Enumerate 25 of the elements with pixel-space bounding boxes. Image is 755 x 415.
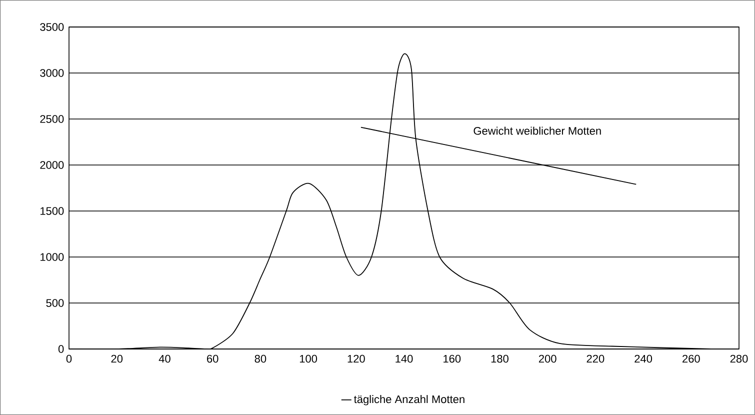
- x-tick-label: 140: [396, 354, 413, 363]
- y-tick-label: 2000: [40, 161, 64, 169]
- x-tick-label: 200: [538, 354, 556, 363]
- x-tick-label: 60: [207, 354, 218, 363]
- x-tick-label: 80: [254, 354, 266, 363]
- x-tick-label: 220: [586, 354, 604, 363]
- x-tick-label: 100: [300, 354, 318, 363]
- series-label: Gewicht weiblicher Motten: [474, 126, 601, 135]
- y-tick-label: 3000: [40, 69, 64, 77]
- y-tick-label: 1500: [40, 207, 64, 215]
- x-tick-label: 20: [111, 354, 123, 363]
- x-tick-label: 0: [66, 354, 72, 363]
- y-tick-label: 1000: [40, 253, 64, 261]
- x-tick-label: 240: [634, 354, 652, 363]
- x-tick-label: 160: [444, 354, 461, 363]
- y-tick-label: 500: [46, 299, 64, 307]
- legend-label: tägliche Anzahl Motten: [354, 395, 464, 406]
- x-tick-label: 120: [348, 354, 365, 363]
- x-tick-label: 280: [730, 354, 748, 363]
- y-tick-label: 2500: [40, 115, 64, 123]
- x-tick-label: 40: [158, 354, 170, 363]
- y-tick-label: 3500: [40, 23, 64, 31]
- x-tick-label: 260: [682, 354, 700, 363]
- y-tick-label: 0: [58, 345, 64, 353]
- x-tick-label: 180: [491, 354, 508, 363]
